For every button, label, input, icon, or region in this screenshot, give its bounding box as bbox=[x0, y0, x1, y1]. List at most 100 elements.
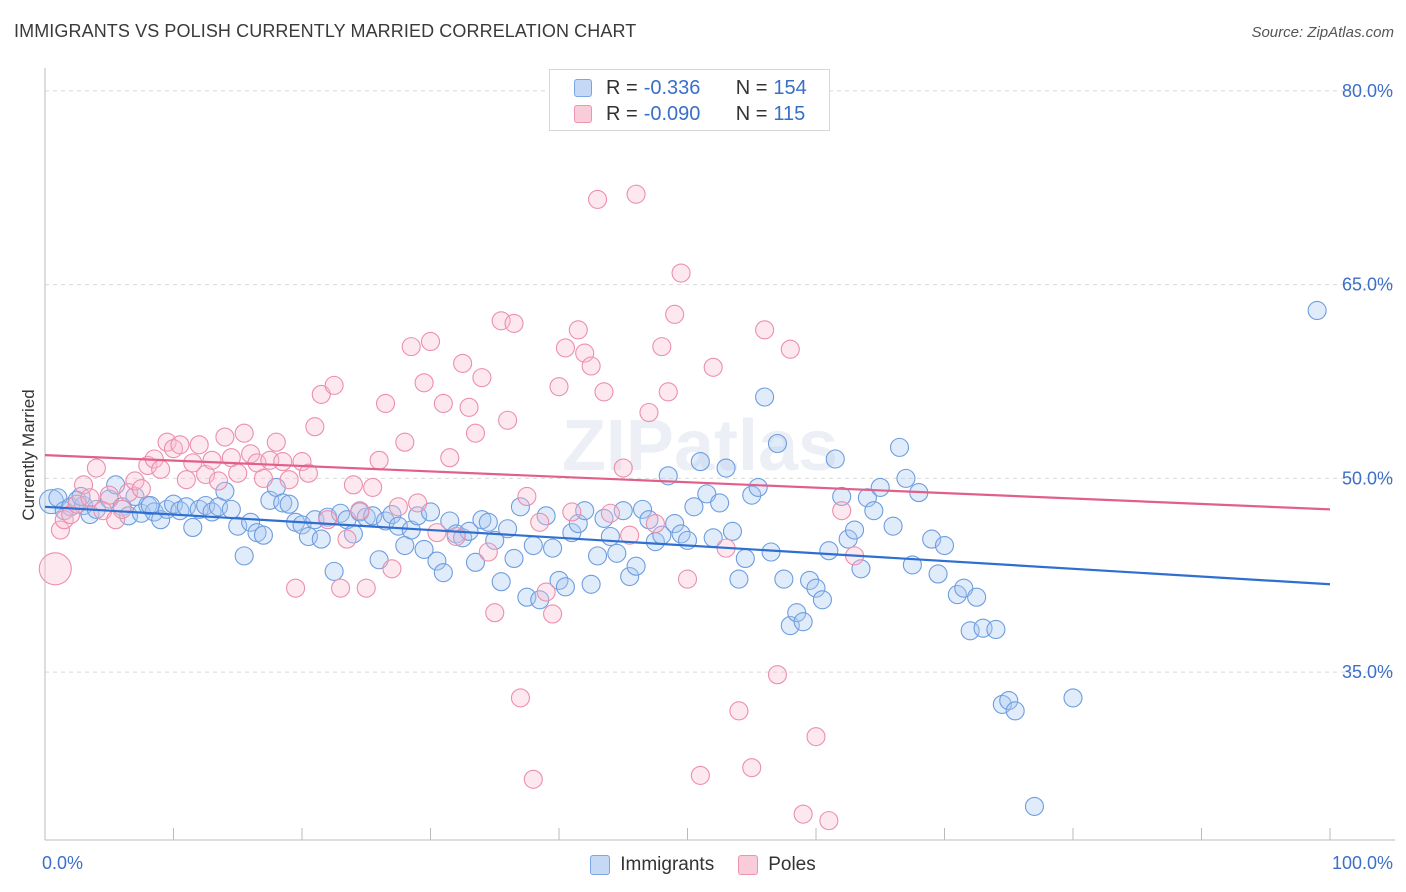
legend-row-immigrants: R = -0.336 N = 154 bbox=[574, 76, 807, 100]
watermark: ZIPatlas bbox=[562, 406, 838, 486]
data-point-immigrants bbox=[1024, 796, 1044, 816]
n-value-immigrants: 154 bbox=[773, 76, 807, 99]
trend-line-immigrants bbox=[44, 505, 1331, 586]
data-point-immigrants bbox=[1063, 688, 1083, 708]
data-point-poles bbox=[228, 463, 248, 483]
data-point-poles bbox=[600, 503, 620, 523]
data-point-poles bbox=[286, 578, 306, 598]
data-point-poles bbox=[382, 559, 402, 579]
data-point-poles bbox=[369, 450, 389, 470]
data-point-poles bbox=[626, 184, 646, 204]
data-point-poles bbox=[375, 393, 396, 414]
data-point-poles bbox=[38, 552, 72, 586]
data-point-immigrants bbox=[581, 574, 601, 594]
data-point-immigrants bbox=[665, 514, 685, 534]
legend-swatch-poles bbox=[574, 105, 592, 123]
data-point-poles bbox=[215, 427, 235, 447]
legend-label-poles: Poles bbox=[768, 854, 816, 875]
data-point-immigrants bbox=[710, 493, 730, 513]
data-point-poles bbox=[568, 320, 588, 340]
data-point-immigrants bbox=[253, 525, 274, 545]
legend-item-poles: Poles bbox=[738, 854, 816, 876]
data-point-poles bbox=[517, 486, 537, 507]
data-point-immigrants bbox=[1005, 701, 1025, 721]
data-point-immigrants bbox=[151, 510, 171, 530]
data-point-immigrants bbox=[684, 497, 704, 517]
gridlines bbox=[45, 90, 1395, 673]
data-point-poles bbox=[472, 368, 492, 388]
data-point-poles bbox=[202, 450, 222, 470]
data-point-immigrants bbox=[594, 508, 614, 528]
data-point-poles bbox=[208, 471, 229, 491]
data-point-poles bbox=[780, 339, 800, 359]
data-point-poles bbox=[510, 688, 531, 708]
data-point-poles bbox=[112, 499, 132, 519]
data-point-immigrants bbox=[735, 548, 755, 568]
data-point-poles bbox=[343, 475, 363, 495]
data-point-immigrants bbox=[825, 449, 845, 469]
data-point-immigrants bbox=[491, 572, 511, 592]
data-point-immigrants bbox=[729, 569, 749, 589]
legend-swatch-immigrants bbox=[590, 855, 611, 875]
data-point-poles bbox=[61, 504, 81, 525]
data-point-immigrants bbox=[864, 501, 884, 521]
data-point-immigrants bbox=[215, 481, 235, 501]
data-point-poles bbox=[523, 769, 543, 789]
data-point-immigrants bbox=[311, 529, 331, 549]
data-point-immigrants bbox=[742, 485, 762, 505]
data-point-immigrants bbox=[986, 619, 1006, 640]
data-point-poles bbox=[587, 189, 608, 209]
data-point-immigrants bbox=[832, 486, 852, 507]
series-immigrants bbox=[38, 300, 1327, 816]
data-point-immigrants bbox=[523, 535, 543, 556]
data-point-immigrants bbox=[626, 556, 646, 576]
data-point-immigrants bbox=[716, 458, 736, 478]
data-point-poles bbox=[363, 477, 383, 497]
data-point-poles bbox=[395, 432, 415, 452]
y-tick-label: 65.0% bbox=[1342, 275, 1393, 295]
data-point-immigrants bbox=[607, 543, 627, 563]
data-point-immigrants bbox=[600, 526, 620, 547]
data-point-poles bbox=[50, 520, 70, 540]
data-point-immigrants bbox=[510, 497, 531, 517]
x-tick-label: 100.0% bbox=[1332, 853, 1393, 873]
n-value-poles: 115 bbox=[773, 102, 806, 125]
trend-line-poles bbox=[44, 454, 1331, 511]
data-point-poles bbox=[581, 356, 601, 376]
data-point-poles bbox=[170, 435, 190, 455]
data-point-poles bbox=[183, 453, 203, 473]
data-point-immigrants bbox=[774, 569, 794, 589]
data-point-poles bbox=[806, 727, 826, 747]
data-point-poles bbox=[324, 375, 344, 395]
data-point-poles bbox=[125, 471, 145, 491]
data-point-immigrants bbox=[800, 570, 820, 590]
data-point-immigrants bbox=[722, 521, 743, 541]
data-point-immigrants bbox=[427, 551, 447, 571]
data-point-poles bbox=[543, 604, 563, 624]
data-point-immigrants bbox=[382, 504, 402, 525]
n-label: N = bbox=[735, 102, 768, 125]
data-point-poles bbox=[131, 479, 151, 499]
data-point-immigrants bbox=[530, 590, 550, 610]
r-value-poles: -0.090 bbox=[643, 102, 701, 125]
data-point-poles bbox=[337, 529, 357, 549]
data-point-poles bbox=[485, 603, 505, 623]
data-point-poles bbox=[767, 665, 788, 685]
tick-labels: 80.0% 65.0% 50.0% 35.0% 0.0% 100.0% bbox=[42, 81, 1393, 873]
y-tick-label: 50.0% bbox=[1342, 468, 1393, 488]
data-point-immigrants bbox=[228, 516, 248, 536]
data-point-poles bbox=[266, 432, 286, 452]
data-point-immigrants bbox=[498, 519, 518, 539]
data-point-poles bbox=[298, 463, 318, 483]
data-point-poles bbox=[318, 510, 338, 530]
data-point-poles bbox=[234, 423, 254, 443]
data-point-poles bbox=[639, 402, 659, 423]
y-axis-label: Currently Married bbox=[19, 389, 38, 520]
data-point-poles bbox=[440, 448, 460, 468]
chart-title: IMMIGRANTS VS POLISH CURRENTLY MARRIED C… bbox=[14, 21, 637, 41]
axes bbox=[44, 68, 1395, 841]
trend-lines bbox=[44, 454, 1331, 586]
data-point-poles bbox=[350, 501, 370, 521]
legend-item-immigrants: Immigrants bbox=[590, 854, 714, 876]
